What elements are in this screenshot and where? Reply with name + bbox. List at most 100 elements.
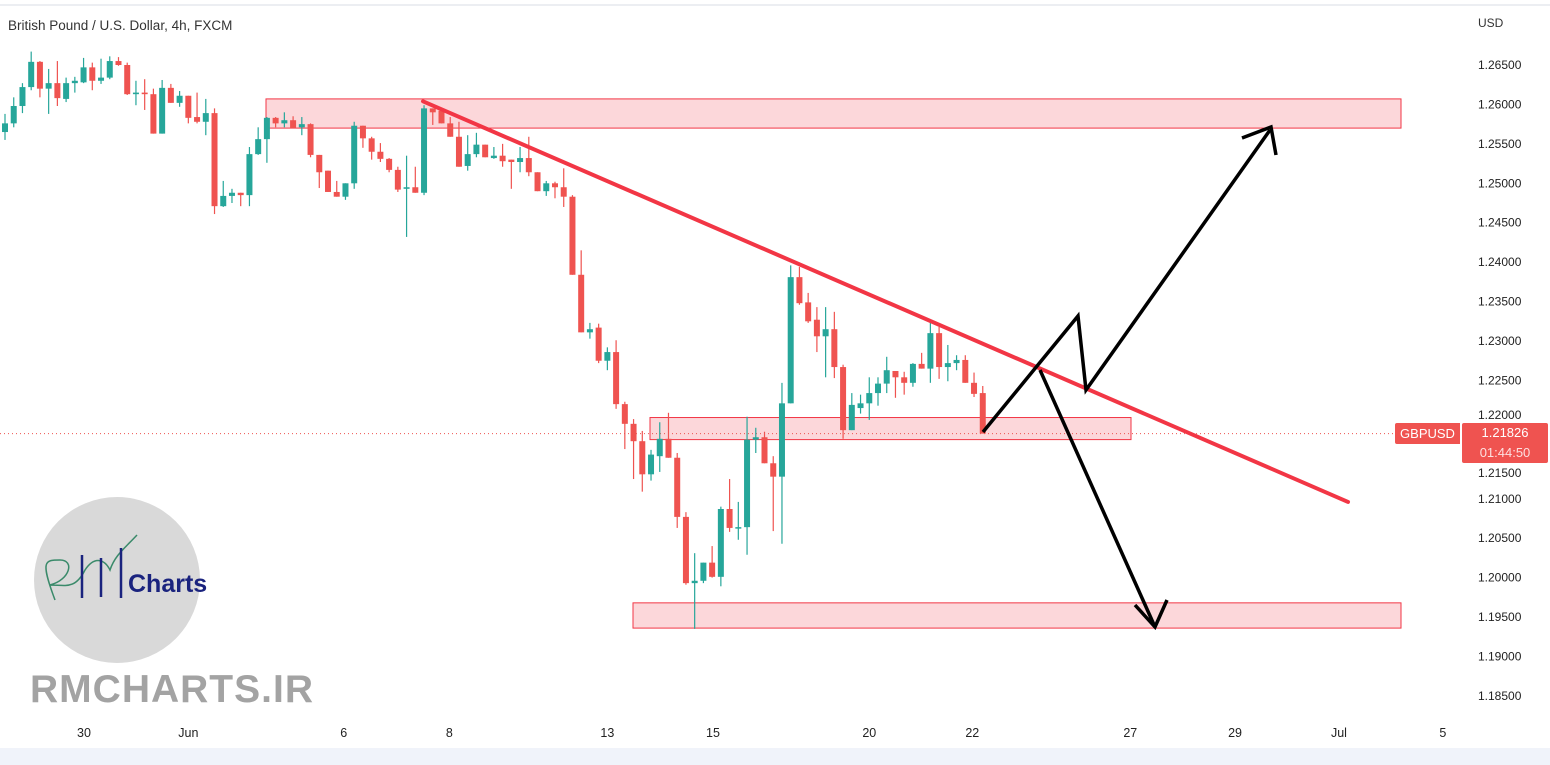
bullish-candle <box>752 427 759 454</box>
date-tick-label: 15 <box>706 726 720 740</box>
candle-body <box>944 363 951 368</box>
bullish-candle <box>263 117 270 163</box>
bullish-candle <box>656 422 663 472</box>
price-tick-label: 1.19500 <box>1478 610 1522 624</box>
bearish-candle <box>455 121 462 167</box>
zone-rectangle[interactable] <box>265 98 1402 129</box>
bullish-candle <box>604 347 611 371</box>
candle-body <box>202 113 209 122</box>
candle-body <box>621 404 628 424</box>
candle-body <box>447 123 454 137</box>
candle-body <box>421 108 428 193</box>
symbol-badge: GBPUSD <box>1395 423 1460 444</box>
candle-body <box>316 154 323 173</box>
bearish-candle <box>971 372 978 398</box>
candle-body <box>805 302 812 322</box>
candle-body <box>246 154 253 196</box>
candle-body <box>403 187 410 189</box>
candle-body <box>639 441 646 475</box>
candle-body <box>613 352 620 405</box>
candle-body <box>971 382 978 394</box>
bullish-candle <box>717 506 724 587</box>
bullish-candle <box>403 155 410 237</box>
candle-body <box>211 113 218 207</box>
price-tick-label: 1.25000 <box>1478 176 1522 190</box>
bearish-candle <box>805 292 812 323</box>
bullish-candle <box>176 91 183 107</box>
candle-body <box>857 403 864 409</box>
candle-body <box>744 439 751 528</box>
zone-rectangle[interactable] <box>632 602 1402 629</box>
bullish-candle <box>63 77 70 103</box>
candle-body <box>412 187 419 193</box>
logo-circle <box>34 497 200 663</box>
candle-body <box>351 125 358 184</box>
bearish-candle <box>211 108 218 215</box>
bearish-candle <box>621 401 628 450</box>
bearish-candle <box>892 370 899 398</box>
candle-body <box>822 329 829 337</box>
bearish-candle <box>89 62 96 91</box>
bearish-candle <box>726 479 733 532</box>
candle-body <box>936 333 943 368</box>
bullish-candle <box>543 180 550 196</box>
bearish-candle <box>386 158 393 173</box>
bullish-candle <box>298 117 305 136</box>
price-tick-label: 1.24500 <box>1478 216 1522 230</box>
candle-body <box>813 319 820 337</box>
bullish-candle <box>159 79 166 134</box>
candle-body <box>464 154 471 166</box>
candle-body <box>106 61 113 78</box>
bullish-candle <box>944 344 951 382</box>
bullish-candle <box>281 112 288 128</box>
candle-body <box>717 509 724 577</box>
date-tick-label: 27 <box>1123 726 1137 740</box>
bearish-candle <box>962 355 969 383</box>
price-tick-label: 1.19000 <box>1478 649 1522 663</box>
date-tick-label: 13 <box>600 726 614 740</box>
last-price: 1.21826 <box>1481 425 1529 440</box>
candle-body <box>176 95 183 103</box>
bearish-candle <box>333 180 340 197</box>
zone-rectangle[interactable] <box>649 417 1132 441</box>
bullish-candle <box>857 394 864 414</box>
rmcharts-logo: Charts <box>34 497 207 663</box>
candle-body <box>281 120 288 124</box>
bullish-candle <box>691 553 698 629</box>
date-tick-label: Jul <box>1331 726 1347 740</box>
bearish-candle <box>368 136 375 160</box>
candle-body <box>272 117 279 124</box>
bullish-candle <box>822 307 829 378</box>
candle-body <box>359 125 366 139</box>
bearish-candle <box>290 116 297 129</box>
bearish-scenario-arrow[interactable] <box>1038 369 1157 628</box>
bearish-candle <box>482 144 489 158</box>
bearish-candle <box>272 117 279 128</box>
bullish-candle <box>875 377 881 406</box>
bullish-candle <box>517 147 524 173</box>
candle-body <box>962 359 969 383</box>
bullish-candle <box>909 363 916 387</box>
price-tick-label: 1.22500 <box>1478 373 1522 387</box>
candle-body <box>674 457 681 517</box>
candle-body <box>194 117 201 122</box>
candle-body <box>892 370 899 378</box>
trendline[interactable] <box>421 99 1350 504</box>
bullish-candle <box>351 121 358 189</box>
candle-body <box>333 191 340 197</box>
bearish-candle <box>115 57 122 66</box>
candle-body <box>28 61 35 88</box>
bearish-candle <box>237 192 244 207</box>
bullish-scenario-arrow[interactable] <box>981 128 1272 434</box>
bearish-candle <box>936 326 943 379</box>
candle-body <box>368 138 375 152</box>
candle-body <box>866 393 873 404</box>
bullish-candle <box>586 322 593 339</box>
candle-body <box>831 329 838 368</box>
bearish-candle <box>551 181 558 199</box>
bearish-candle <box>761 431 768 464</box>
date-tick-label: 29 <box>1228 726 1242 740</box>
bullish-candle <box>80 57 87 84</box>
candle-body <box>19 87 26 107</box>
